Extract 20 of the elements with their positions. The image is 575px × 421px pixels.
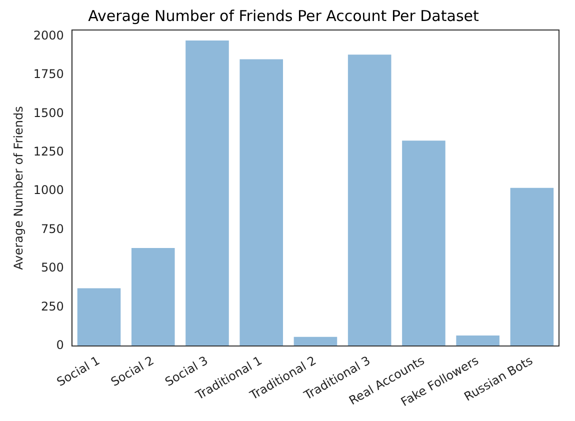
y-tick-label: 500 [41, 260, 64, 275]
y-tick-label: 1250 [33, 144, 64, 158]
bar [402, 140, 446, 346]
y-tick-label: 250 [41, 299, 64, 314]
bar [456, 335, 500, 346]
bar [131, 248, 175, 346]
bar [294, 336, 338, 346]
y-tick-label: 750 [41, 222, 64, 236]
bar [77, 288, 121, 346]
y-tick-label: 1000 [33, 183, 64, 198]
y-tick-label: 1750 [33, 67, 64, 82]
bar [348, 54, 392, 346]
bar [240, 59, 283, 346]
y-axis-title: Average Number of Friends [11, 106, 26, 270]
y-tick-label: 2000 [33, 28, 64, 42]
y-tick-label: 0 [56, 338, 64, 352]
y-tick-label: 1500 [33, 106, 64, 120]
chart-title: Average Number of Friends Per Account Per Dataset [88, 6, 479, 25]
bar [510, 188, 554, 346]
bar [186, 40, 229, 346]
